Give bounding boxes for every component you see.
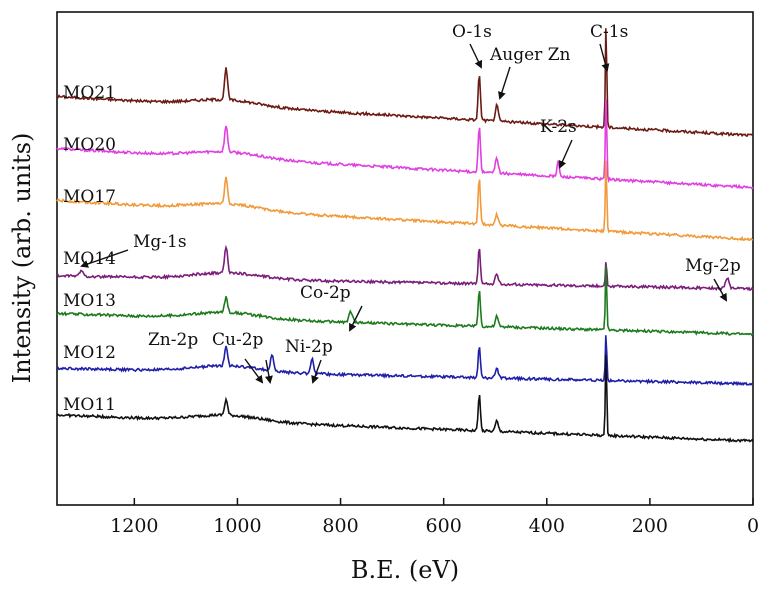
plot-frame <box>56 11 754 506</box>
annotation-label: O-1s <box>452 22 492 42</box>
x-axis-title: B.E. (eV) <box>351 556 459 584</box>
annotation-label: Zn-2p <box>148 330 198 350</box>
annotation-label: C-1s <box>590 22 628 42</box>
annotation-arrow <box>558 139 573 169</box>
x-tick-label: 600 <box>426 515 462 537</box>
x-tick-label: 0 <box>747 515 759 537</box>
annotation-label: Mg-1s <box>133 232 187 252</box>
series-label: MO11 <box>63 395 116 415</box>
x-tick-label: 800 <box>322 515 358 537</box>
series-label: MO12 <box>63 343 116 363</box>
annotation-arrow <box>599 43 610 72</box>
series-label: MO21 <box>63 83 116 103</box>
y-axis-title: Intensity (arb. units) <box>8 133 36 384</box>
x-ticks: 1200 1000 800 600 400 200 0 <box>110 498 759 537</box>
annotation-label: Cu-2p <box>212 330 264 350</box>
annotation-arrow <box>469 43 483 69</box>
series-line-mo11 <box>56 354 754 444</box>
series-label: MO17 <box>63 187 116 207</box>
x-tick-label: 400 <box>529 515 565 537</box>
annotation-arrow <box>264 359 273 384</box>
series-label: MO13 <box>63 291 116 311</box>
series-line-mo17 <box>56 160 754 242</box>
annotation-arrow <box>713 278 727 302</box>
series-label: MO14 <box>63 249 116 269</box>
series-line-mo20 <box>56 99 754 190</box>
annotation-label: Auger Zn <box>489 45 571 65</box>
annotation-arrow <box>349 305 363 332</box>
x-tick-label: 1200 <box>110 515 158 537</box>
annotation-arrow <box>498 66 511 100</box>
x-tick-label: 1000 <box>213 515 261 537</box>
series-group: MO21 MO20 MO17 MO14 MO13 MO12 MO11 <box>56 28 754 444</box>
annotations: O-1s Auger Zn C-1s K-2s Mg-1s Mg-2p Co-2p Zn-2p… <box>80 22 741 384</box>
x-tick-label: 200 <box>632 515 668 537</box>
series-line-mo12 <box>56 335 754 387</box>
annotation-arrow <box>80 249 129 268</box>
annotation-arrow <box>311 359 322 384</box>
annotation-label: K-2s <box>540 117 577 137</box>
annotation-label: Mg-2p <box>685 256 741 276</box>
annotation-label: Co-2p <box>300 283 351 303</box>
series-label: MO20 <box>63 135 116 155</box>
annotation-label: Ni-2p <box>285 337 333 357</box>
annotation-arrow <box>244 358 264 384</box>
series-line-mo13 <box>56 265 754 337</box>
series-line-mo21 <box>56 28 754 138</box>
series-line-mo14 <box>56 244 754 292</box>
